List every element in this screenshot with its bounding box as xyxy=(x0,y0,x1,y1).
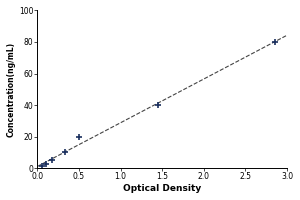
Y-axis label: Concentration(ng/mL): Concentration(ng/mL) xyxy=(7,42,16,137)
X-axis label: Optical Density: Optical Density xyxy=(123,184,201,193)
